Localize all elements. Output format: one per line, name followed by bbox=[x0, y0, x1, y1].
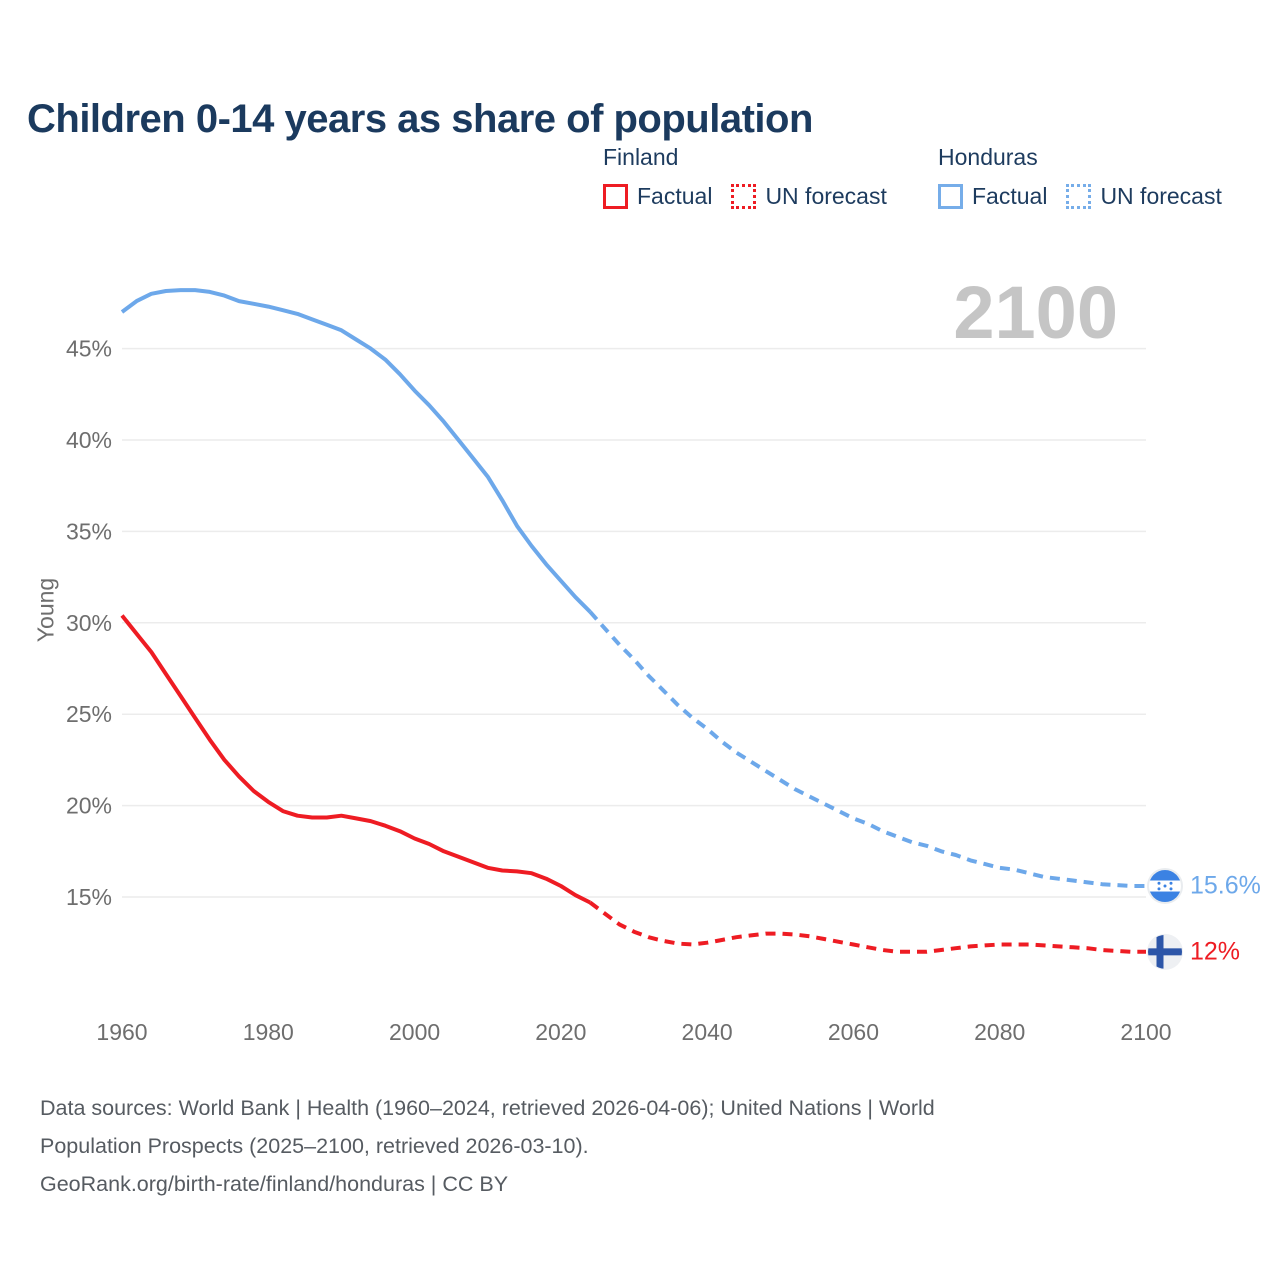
legend-finland-row: Factual UN forecast bbox=[603, 183, 887, 210]
x-tick-2000: 2000 bbox=[389, 1019, 440, 1045]
y-tick-30: 30% bbox=[66, 610, 112, 636]
x-tick-2060: 2060 bbox=[828, 1019, 879, 1045]
y-tick-20: 20% bbox=[66, 793, 112, 819]
legend-honduras-forecast-label: UN forecast bbox=[1100, 183, 1222, 209]
x-tick-2040: 2040 bbox=[682, 1019, 733, 1045]
finland-forecast-swatch-icon bbox=[731, 184, 757, 209]
legend-honduras-forecast[interactable]: UN forecast bbox=[1066, 183, 1222, 210]
finland-flag-cross-horizontal bbox=[1148, 948, 1182, 956]
y-tick-15: 15% bbox=[66, 884, 112, 910]
footer: Data sources: World Bank | Health (1960–… bbox=[40, 1089, 935, 1203]
honduras-factual-swatch-icon bbox=[938, 184, 963, 209]
honduras-flag-top-stripe bbox=[1149, 870, 1181, 881]
y-tick-40: 40% bbox=[66, 427, 112, 453]
legend-finland-forecast[interactable]: UN forecast bbox=[731, 183, 887, 210]
honduras-flag-star-2 bbox=[1169, 881, 1173, 885]
x-tick-1960: 1960 bbox=[96, 1019, 147, 1045]
legend-honduras-factual-label: Factual bbox=[972, 183, 1048, 209]
honduras-flag-star-1 bbox=[1157, 881, 1161, 885]
x-tick-2080: 2080 bbox=[974, 1019, 1025, 1045]
honduras-flag-star-5 bbox=[1169, 887, 1173, 891]
honduras-factual-line bbox=[120, 288, 592, 614]
year-watermark: 2100 bbox=[953, 271, 1118, 354]
legend-finland: Finland Factual UN forecast bbox=[603, 144, 887, 210]
legend-honduras-title: Honduras bbox=[938, 144, 1038, 170]
x-tick-2020: 2020 bbox=[535, 1019, 586, 1045]
honduras-end-value-label: 15.6% bbox=[1190, 871, 1261, 900]
footer-sources-line2: Population Prospects (2025–2100, retriev… bbox=[40, 1134, 589, 1158]
y-tick-35: 35% bbox=[66, 518, 112, 544]
x-tick-1980: 1980 bbox=[243, 1019, 294, 1045]
legend-honduras-row: Factual UN forecast bbox=[938, 183, 1222, 210]
legend-finland-title: Finland bbox=[603, 144, 679, 170]
x-tick-2100: 2100 bbox=[1120, 1019, 1171, 1045]
finland-end-value-label: 12% bbox=[1190, 937, 1241, 966]
legend-finland-forecast-label: UN forecast bbox=[765, 183, 887, 209]
legend-honduras: Honduras Factual UN forecast bbox=[938, 144, 1222, 210]
footer-sources-line1: Data sources: World Bank | Health (1960–… bbox=[40, 1096, 935, 1120]
honduras-flag-bottom-stripe bbox=[1149, 891, 1181, 903]
finland-factual-line bbox=[120, 614, 591, 905]
honduras-forecast-swatch-icon bbox=[1066, 184, 1092, 209]
finland-un-forecast-line bbox=[588, 900, 1146, 954]
y-tick-45: 45% bbox=[66, 336, 112, 362]
honduras-flag-star-4 bbox=[1157, 887, 1161, 891]
honduras-flag-star-3 bbox=[1163, 884, 1167, 888]
legend-finland-factual-label: Factual bbox=[637, 183, 713, 209]
honduras-un-forecast-line bbox=[588, 610, 1146, 888]
y-tick-25: 25% bbox=[66, 701, 112, 727]
page-title: Children 0-14 years as share of populati… bbox=[27, 96, 813, 141]
footer-attribution-link: GeoRank.org/birth-rate/finland/honduras … bbox=[40, 1172, 509, 1196]
legend-honduras-factual[interactable]: Factual bbox=[938, 183, 1047, 210]
y-axis-title: Young bbox=[32, 577, 59, 643]
finland-factual-swatch-icon bbox=[603, 184, 628, 209]
finland-flag-cross-vertical bbox=[1156, 934, 1164, 969]
legend-finland-factual[interactable]: Factual bbox=[603, 183, 712, 210]
